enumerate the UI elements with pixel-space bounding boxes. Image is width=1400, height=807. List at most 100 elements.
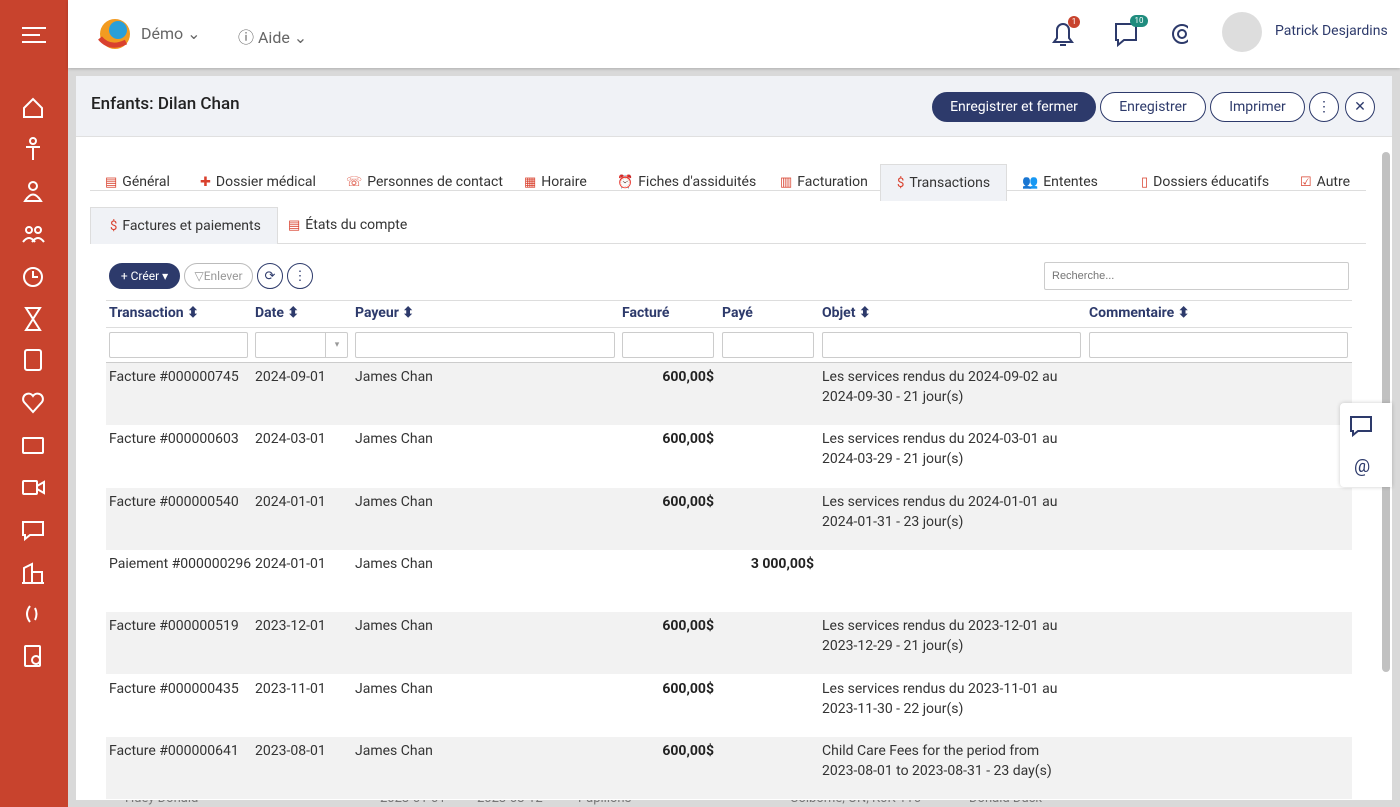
cell-billed: 600,00$: [662, 493, 714, 510]
cell-payer: James Chan: [355, 680, 433, 697]
help: Aide: [257, 28, 290, 47]
subtab[interactable]: $ Factures et paiements: [90, 207, 278, 244]
create-label: Créer: [130, 269, 160, 283]
button-label: Imprimer: [1229, 99, 1286, 115]
tab-label: Facturation: [797, 174, 868, 190]
tab-label: Dossier médical: [215, 174, 316, 190]
topbar: Démo ⌄ ⓘ Aide ⌄ 1 10 Patrick Desjardins: [68, 0, 1400, 68]
icon-button[interactable]: ✕: [1345, 92, 1375, 122]
cell-object: Les services rendus du 2024-01-01 au 202…: [822, 493, 1058, 530]
tab-icon: ▯: [1141, 174, 1149, 190]
cell-date: 2023-08-01: [255, 742, 326, 759]
tab[interactable]: ☏ Personnes de contact: [346, 164, 503, 200]
column-filter[interactable]: [355, 332, 615, 358]
brand-menu[interactable]: Démo ⌄: [141, 24, 201, 43]
date-dropdown[interactable]: ▾: [325, 333, 348, 357]
icon-button[interactable]: ⋮: [1309, 92, 1339, 122]
svg-text:@: @: [1354, 456, 1370, 477]
column-header[interactable]: Facturé: [622, 305, 670, 321]
cell-date: 2023-12-01: [255, 618, 326, 635]
subtab-icon: $: [110, 218, 118, 234]
column-header[interactable]: Payeur ⬍: [355, 305, 415, 321]
float-panel: @: [1340, 403, 1392, 487]
tab-line: [90, 190, 1366, 191]
cell-date: 2024-09-01: [255, 369, 326, 385]
column-header[interactable]: Transaction ⬍: [109, 305, 199, 321]
user-name[interactable]: Patrick Desjardins: [1275, 23, 1388, 39]
float-icons[interactable]: @: [1340, 403, 1392, 487]
tab[interactable]: ▦ Horaire: [524, 164, 587, 200]
subtab[interactable]: ▤ États du compte: [288, 207, 407, 243]
brand: Démo: [141, 24, 184, 43]
modal-title: Enfants: Dilan Chan: [91, 94, 240, 114]
cell-object: Les services rendus du 2024-09-02 au 202…: [822, 369, 1058, 405]
logo: [98, 19, 130, 49]
subtab-line: [90, 243, 1366, 244]
column-filter[interactable]: [622, 332, 714, 358]
cell-transaction: Facture #000000603: [109, 431, 239, 448]
tab-label: Autre: [1316, 174, 1351, 190]
tab[interactable]: $ Transactions: [880, 164, 1008, 201]
tab[interactable]: ▯ Dossiers éducatifs: [1141, 164, 1269, 200]
cell-object: Les services rendus du 2023-12-01 au 202…: [822, 618, 1058, 655]
search-input[interactable]: [1044, 262, 1349, 290]
remove-label: Enlever: [203, 269, 243, 283]
tab[interactable]: ▤ Général: [105, 164, 170, 200]
create-button[interactable]: + Créer ▾: [109, 263, 180, 289]
cell-billed: 600,00$: [662, 618, 714, 635]
tab-icon: ▦: [524, 174, 537, 190]
tab[interactable]: ⏰ Fiches d'assiduités: [617, 164, 756, 200]
tab[interactable]: 👥 Ententes: [1022, 164, 1098, 200]
column-filter[interactable]: [109, 332, 248, 358]
column-header[interactable]: Commentaire ⬍: [1089, 305, 1190, 321]
tab-icon: ☑: [1300, 174, 1312, 190]
help-menu[interactable]: ⓘ Aide ⌄: [238, 28, 308, 47]
cell-payer: James Chan: [355, 555, 433, 572]
modal: Enfants: Dilan Chan Enregistrer et ferme…: [76, 76, 1392, 800]
button-label: Enregistrer: [1119, 99, 1187, 115]
column-filter[interactable]: [822, 332, 1081, 358]
subtab-label: Factures et paiements: [122, 218, 261, 234]
header-button[interactable]: Imprimer: [1210, 92, 1305, 122]
header-button[interactable]: Enregistrer et fermer: [932, 92, 1096, 122]
cell-paid: 3 000,00$: [750, 555, 814, 572]
icon-button[interactable]: ⋮: [287, 263, 313, 289]
cell-billed: 600,00$: [662, 742, 714, 759]
tab-icon: ☏: [346, 174, 363, 190]
cell-object: Les services rendus du 2024-03-01 au 202…: [822, 431, 1058, 468]
cell-payer: James Chan: [355, 493, 433, 510]
tab-label: Personnes de contact: [367, 174, 503, 190]
avatar[interactable]: [1222, 12, 1262, 52]
cell-date: 2023-11-01: [255, 680, 326, 697]
tab-label: Général: [122, 174, 170, 190]
column-filter[interactable]: [1089, 332, 1348, 358]
tab[interactable]: ✚ Dossier médical: [200, 164, 316, 200]
subtab-icon: ▤: [288, 217, 301, 233]
header-line: [106, 327, 1352, 328]
cell-date: 2024-03-01: [255, 431, 326, 448]
icon-button[interactable]: ⟳: [257, 263, 283, 289]
cell-transaction: Paiement #000000296: [109, 555, 252, 572]
tab-icon: 👥: [1022, 174, 1039, 190]
row-background: [106, 736, 1352, 799]
cell-transaction: Facture #000000519: [109, 618, 239, 635]
tab[interactable]: ▥ Facturation: [780, 164, 868, 200]
column-header[interactable]: Objet ⬍: [822, 305, 871, 321]
column-header[interactable]: Payé: [722, 305, 753, 321]
tab[interactable]: ☑ Autre: [1300, 164, 1350, 200]
cell-payer: James Chan: [355, 369, 433, 385]
cell-date: 2024-01-01: [255, 493, 326, 510]
cell-payer: James Chan: [355, 431, 433, 448]
cell-transaction: Facture #000000435: [109, 680, 239, 697]
column-filter[interactable]: [255, 332, 348, 358]
remove-button[interactable]: ▽ Enlever: [184, 263, 253, 289]
header-button[interactable]: Enregistrer: [1100, 92, 1206, 122]
cell-billed: 600,00$: [662, 680, 714, 697]
tab-icon: ✚: [200, 174, 211, 190]
column-filter[interactable]: [722, 332, 814, 358]
sidebar: [0, 0, 68, 807]
button-label: Enregistrer et fermer: [950, 99, 1078, 115]
column-header[interactable]: Date ⬍: [255, 305, 300, 321]
cell-payer: James Chan: [355, 742, 433, 759]
